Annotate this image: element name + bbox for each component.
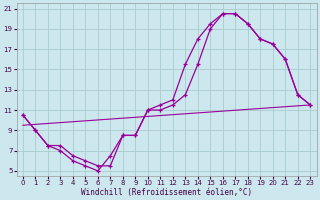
X-axis label: Windchill (Refroidissement éolien,°C): Windchill (Refroidissement éolien,°C) (81, 188, 252, 197)
